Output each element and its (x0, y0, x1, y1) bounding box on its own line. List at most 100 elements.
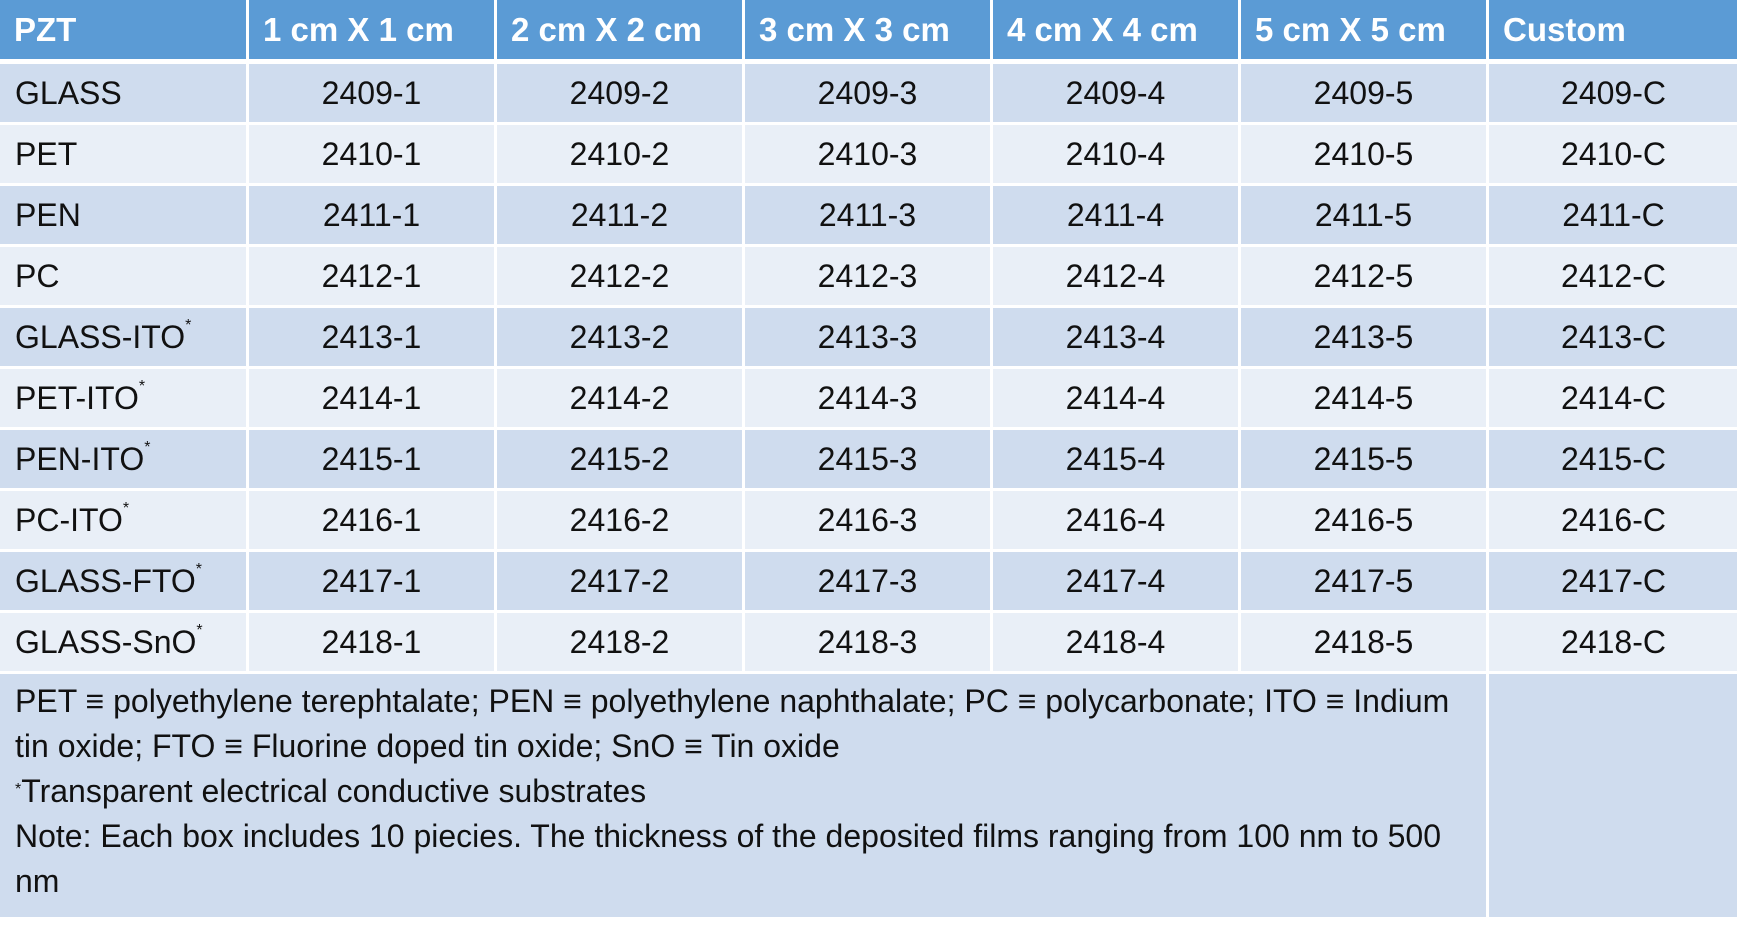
product-code: 2418-4 (993, 613, 1241, 674)
product-code: 2410-3 (745, 125, 993, 186)
product-code: 2417-1 (249, 552, 497, 613)
substrate-name: PET-ITO (15, 379, 139, 416)
footnote-mark: * (122, 499, 130, 517)
abbreviations-note: PET ≡ polyethylene terephtalate; PEN ≡ p… (15, 683, 1450, 764)
table-row: PC-ITO* 2416-1 2416-2 2416-3 2416-4 2416… (0, 491, 1737, 552)
footnote-mark: * (196, 621, 203, 639)
row-label: PET (0, 125, 249, 186)
product-code: 2411-5 (1241, 186, 1489, 247)
header-size-3cm: 3 cm X 3 cm (745, 0, 993, 64)
table-row: PET 2410-1 2410-2 2410-3 2410-4 2410-5 2… (0, 125, 1737, 186)
substrate-name: GLASS-ITO (15, 318, 186, 355)
product-code: 2416-4 (993, 491, 1241, 552)
product-code: 2412-4 (993, 247, 1241, 308)
product-code: 2409-C (1489, 64, 1737, 125)
product-code: 2413-3 (745, 308, 993, 369)
product-code: 2417-5 (1241, 552, 1489, 613)
product-code: 2415-3 (745, 430, 993, 491)
header-substrate: PZT (0, 0, 249, 64)
product-code: 2409-5 (1241, 64, 1489, 125)
product-code: 2415-C (1489, 430, 1737, 491)
product-code: 2411-C (1489, 186, 1737, 247)
footnote-mark: * (195, 560, 203, 578)
product-code: 2417-C (1489, 552, 1737, 613)
product-code: 2415-1 (249, 430, 497, 491)
row-label: GLASS (0, 64, 249, 125)
product-code: 2409-1 (249, 64, 497, 125)
table-row: GLASS-SnO* 2418-1 2418-2 2418-3 2418-4 2… (0, 613, 1737, 674)
product-code: 2415-2 (497, 430, 745, 491)
footnote-mark: * (138, 377, 146, 395)
table-row: PC 2412-1 2412-2 2412-3 2412-4 2412-5 24… (0, 247, 1737, 308)
footnote-text: Transparent electrical conductive substr… (21, 773, 647, 809)
product-code: 2414-3 (745, 369, 993, 430)
row-label: PET-ITO* (0, 369, 249, 430)
table-row: GLASS-ITO* 2413-1 2413-2 2413-3 2413-4 2… (0, 308, 1737, 369)
product-code: 2410-4 (993, 125, 1241, 186)
product-code: 2418-2 (497, 613, 745, 674)
product-code: 2416-3 (745, 491, 993, 552)
product-code: 2414-2 (497, 369, 745, 430)
product-code: 2410-2 (497, 125, 745, 186)
row-label: GLASS-ITO* (0, 308, 249, 369)
product-code: 2413-C (1489, 308, 1737, 369)
product-code: 2412-3 (745, 247, 993, 308)
product-code: 2412-2 (497, 247, 745, 308)
product-code: 2409-4 (993, 64, 1241, 125)
header-size-1cm: 1 cm X 1 cm (249, 0, 497, 64)
row-label: PEN (0, 186, 249, 247)
table-row: PEN-ITO* 2415-1 2415-2 2415-3 2415-4 241… (0, 430, 1737, 491)
footnote-mark: * (185, 316, 192, 334)
substrate-name: GLASS (15, 74, 122, 111)
footnote-line: *Transparent electrical conductive subst… (15, 769, 1471, 814)
table-row: PET-ITO* 2414-1 2414-2 2414-3 2414-4 241… (0, 369, 1737, 430)
header-custom: Custom (1489, 0, 1737, 64)
notes-row: PET ≡ polyethylene terephtalate; PEN ≡ p… (0, 674, 1737, 920)
product-code: 2415-4 (993, 430, 1241, 491)
product-code: 2413-4 (993, 308, 1241, 369)
header-row: PZT 1 cm X 1 cm 2 cm X 2 cm 3 cm X 3 cm … (0, 0, 1737, 64)
notes-empty-cell (1489, 674, 1737, 920)
product-code: 2418-C (1489, 613, 1737, 674)
substrate-name: PC-ITO (15, 501, 123, 538)
product-code: 2410-C (1489, 125, 1737, 186)
product-code: 2416-5 (1241, 491, 1489, 552)
product-code: 2409-3 (745, 64, 993, 125)
row-label: PEN-ITO* (0, 430, 249, 491)
row-label: PC (0, 247, 249, 308)
product-code: 2412-5 (1241, 247, 1489, 308)
product-code: 2416-1 (249, 491, 497, 552)
product-code: 2409-2 (497, 64, 745, 125)
footnote-mark: * (15, 781, 22, 798)
product-code: 2416-C (1489, 491, 1737, 552)
product-code: 2413-1 (249, 308, 497, 369)
product-code: 2417-3 (745, 552, 993, 613)
product-code: 2414-4 (993, 369, 1241, 430)
quantity-note: Note: Each box includes 10 piecies. The … (15, 818, 1441, 899)
product-code: 2411-1 (249, 186, 497, 247)
substrate-name: GLASS-FTO (15, 562, 196, 599)
product-code: 2417-2 (497, 552, 745, 613)
header-size-5cm: 5 cm X 5 cm (1241, 0, 1489, 64)
product-code: 2414-1 (249, 369, 497, 430)
row-label: GLASS-SnO* (0, 613, 249, 674)
row-label: GLASS-FTO* (0, 552, 249, 613)
notes-cell: PET ≡ polyethylene terephtalate; PEN ≡ p… (0, 674, 1489, 920)
table-row: GLASS 2409-1 2409-2 2409-3 2409-4 2409-5… (0, 64, 1737, 125)
product-code: 2414-5 (1241, 369, 1489, 430)
product-code: 2413-2 (497, 308, 745, 369)
product-code: 2413-5 (1241, 308, 1489, 369)
product-code: 2412-C (1489, 247, 1737, 308)
product-code: 2418-3 (745, 613, 993, 674)
product-code: 2418-1 (249, 613, 497, 674)
substrate-name: PC (15, 257, 60, 294)
substrate-name: PET (15, 135, 78, 172)
product-code: 2410-1 (249, 125, 497, 186)
header-size-4cm: 4 cm X 4 cm (993, 0, 1241, 64)
product-code: 2412-1 (249, 247, 497, 308)
substrate-name: PEN (15, 196, 81, 233)
product-code: 2411-2 (497, 186, 745, 247)
substrate-name: GLASS-SnO (15, 623, 197, 660)
product-code: 2417-4 (993, 552, 1241, 613)
